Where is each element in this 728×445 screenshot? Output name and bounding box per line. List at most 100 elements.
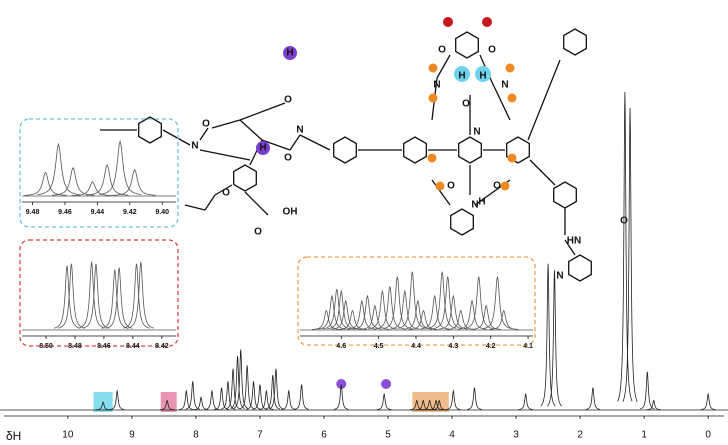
- bond: [527, 59, 561, 141]
- ring: [458, 136, 482, 164]
- peak: [622, 107, 638, 402]
- peak: [409, 399, 425, 411]
- peak: [403, 299, 433, 330]
- proton-dot: [475, 66, 491, 82]
- x-tick-label: 8.44: [126, 343, 140, 350]
- x-tick-label: 10: [62, 430, 74, 441]
- atom-label: N: [471, 200, 478, 211]
- peak: [311, 309, 341, 330]
- peak: [185, 381, 201, 410]
- peak: [617, 91, 633, 402]
- peak: [333, 384, 349, 410]
- proton-dot: [482, 17, 492, 27]
- atom-label: N: [473, 127, 480, 138]
- peak: [427, 271, 457, 329]
- bond: [184, 204, 206, 211]
- ring: [138, 116, 162, 144]
- peak: [179, 389, 194, 410]
- peak: [24, 171, 67, 196]
- x-tick-label: 9.46: [58, 209, 72, 216]
- proton-dot: [428, 93, 438, 103]
- peak: [317, 294, 347, 330]
- ring: [563, 28, 587, 56]
- peak: [52, 166, 95, 196]
- peak: [489, 309, 519, 330]
- atom-label: N: [501, 80, 508, 91]
- peak: [71, 181, 114, 197]
- ring: [568, 254, 592, 282]
- x-tick-label: 4.2: [486, 343, 496, 350]
- peak: [268, 368, 284, 410]
- atom-label: HN: [567, 236, 581, 247]
- peak: [53, 265, 81, 329]
- ring: [450, 208, 474, 236]
- ring: [553, 181, 577, 209]
- bond: [299, 134, 331, 151]
- x-tick-label: 4: [449, 430, 455, 441]
- atom-label: O: [222, 188, 230, 199]
- peak: [109, 389, 125, 410]
- peak: [646, 399, 661, 411]
- peak: [482, 276, 512, 329]
- x-tick-label: 8.42: [155, 343, 169, 350]
- proton-dot: [505, 63, 515, 73]
- bond: [239, 102, 286, 121]
- inset-frame: [297, 256, 536, 346]
- peak: [433, 276, 463, 329]
- atom-label: O: [438, 45, 446, 56]
- x-tick-label: 2: [577, 430, 583, 441]
- peak: [382, 276, 412, 329]
- peak: [58, 263, 85, 329]
- peak: [259, 389, 274, 410]
- peak: [86, 163, 129, 196]
- ring: [506, 136, 530, 164]
- peak: [640, 371, 655, 410]
- atom-label: O: [202, 119, 210, 130]
- proton-dot: [454, 66, 470, 82]
- peak: [101, 269, 129, 329]
- x-tick-label: 0: [705, 430, 711, 441]
- peak: [397, 271, 427, 329]
- ring: [403, 136, 427, 164]
- x-tick-label: 8.48: [68, 343, 82, 350]
- peak: [432, 399, 447, 411]
- peak: [204, 389, 220, 410]
- atom-label: OH: [283, 207, 298, 218]
- bond: [199, 149, 251, 161]
- peak: [326, 289, 356, 330]
- proton-dot: [507, 153, 517, 163]
- peak: [225, 368, 241, 410]
- peak: [540, 263, 556, 407]
- bond: [211, 119, 241, 129]
- proton-dot: [500, 181, 510, 191]
- x-tick-label: 9.40: [155, 209, 169, 216]
- x-tick-label: 4.4: [411, 343, 421, 350]
- peak: [78, 261, 105, 329]
- peak: [294, 384, 309, 410]
- atom-label: O: [284, 153, 292, 164]
- region-highlight: [160, 392, 177, 412]
- peak: [220, 381, 236, 410]
- bond: [204, 194, 216, 211]
- x-tick-label: 9.44: [91, 209, 105, 216]
- x-tick-label: 3: [513, 430, 519, 441]
- bond: [436, 54, 451, 79]
- peak: [127, 261, 155, 329]
- peak: [438, 294, 468, 330]
- x-tick-label: 9: [129, 430, 135, 441]
- x-tick-label: 8.50: [39, 343, 53, 350]
- peak: [457, 299, 487, 330]
- bond: [199, 127, 209, 141]
- atom-label: O: [488, 45, 496, 56]
- peak: [246, 381, 261, 410]
- ring: [455, 31, 479, 59]
- atom-label: N: [556, 271, 563, 282]
- bond: [529, 159, 556, 186]
- x-tick-label: 7: [257, 430, 263, 441]
- x-tick-label: 4.6: [336, 343, 346, 350]
- peak: [252, 384, 268, 410]
- peak: [123, 263, 150, 329]
- peak: [37, 142, 80, 195]
